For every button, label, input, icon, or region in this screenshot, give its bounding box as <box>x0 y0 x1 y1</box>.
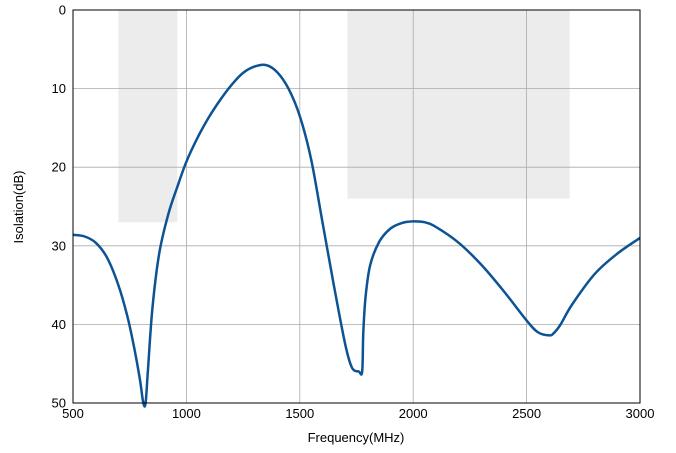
y-tick-labels: 0 10 20 30 40 50 <box>52 3 66 411</box>
grid-lines <box>73 10 640 403</box>
x-tick-label-1500: 1500 <box>285 406 314 421</box>
y-axis-title: Isolation(dB) <box>11 171 26 244</box>
x-tick-label-2000: 2000 <box>399 406 428 421</box>
series-line-1 <box>72 63 641 408</box>
y-tick-label-0: 0 <box>59 3 66 18</box>
x-tick-labels: 500 1000 1500 2000 2500 3000 <box>62 406 654 421</box>
plot-frame <box>72 9 641 404</box>
band-2 <box>347 10 570 199</box>
y-tick-label-20: 20 <box>52 160 66 175</box>
x-tick-label-1000: 1000 <box>172 406 201 421</box>
x-axis-title: Frequency(MHz) <box>308 430 405 445</box>
y-tick-label-50: 50 <box>52 396 66 411</box>
series-group <box>72 63 641 408</box>
y-tick-label-40: 40 <box>52 317 66 332</box>
x-tick-label-3000: 3000 <box>626 406 655 421</box>
x-tick-label-2500: 2500 <box>512 406 541 421</box>
y-tick-label-10: 10 <box>52 81 66 96</box>
band-1 <box>118 10 178 223</box>
x-tick-label-500: 500 <box>62 406 84 421</box>
y-tick-label-30: 30 <box>52 238 66 253</box>
